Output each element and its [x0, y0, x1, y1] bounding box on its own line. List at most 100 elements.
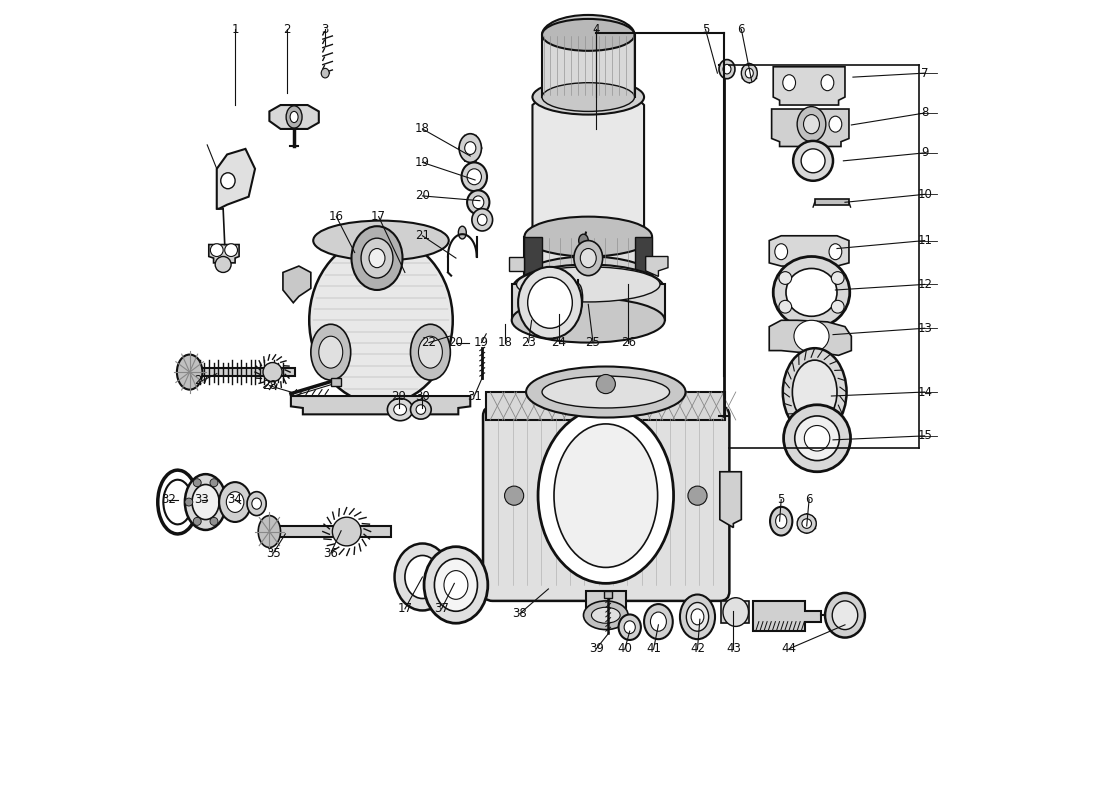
Text: 14: 14 [917, 386, 932, 398]
Text: 8: 8 [921, 106, 928, 119]
Polygon shape [508, 257, 525, 271]
Ellipse shape [723, 64, 732, 74]
Polygon shape [209, 245, 239, 263]
Polygon shape [270, 105, 319, 129]
Ellipse shape [518, 267, 582, 338]
Ellipse shape [833, 601, 858, 630]
Ellipse shape [219, 482, 251, 522]
Ellipse shape [688, 486, 707, 506]
Text: 10: 10 [917, 188, 932, 201]
Ellipse shape [224, 244, 238, 257]
Ellipse shape [542, 19, 635, 51]
Ellipse shape [821, 74, 834, 90]
Text: 13: 13 [917, 322, 932, 334]
Ellipse shape [263, 362, 282, 382]
Polygon shape [586, 591, 626, 615]
Polygon shape [722, 601, 749, 623]
Polygon shape [270, 526, 390, 537]
Text: 2: 2 [283, 22, 290, 36]
Text: 35: 35 [266, 546, 280, 559]
Ellipse shape [680, 594, 715, 639]
Ellipse shape [410, 324, 450, 380]
Ellipse shape [832, 272, 844, 285]
Ellipse shape [798, 514, 816, 533]
Ellipse shape [825, 593, 865, 638]
Ellipse shape [314, 221, 449, 261]
Ellipse shape [542, 82, 635, 111]
Polygon shape [754, 601, 821, 631]
Ellipse shape [592, 607, 620, 623]
Ellipse shape [774, 244, 788, 260]
Text: 34: 34 [228, 493, 242, 506]
Ellipse shape [581, 249, 596, 268]
Text: 12: 12 [917, 278, 932, 291]
Ellipse shape [258, 515, 280, 547]
Ellipse shape [512, 298, 664, 342]
Ellipse shape [583, 601, 628, 630]
Ellipse shape [394, 404, 407, 415]
Polygon shape [769, 320, 851, 355]
Ellipse shape [405, 555, 440, 598]
Text: 27: 27 [194, 374, 209, 387]
Text: 42: 42 [690, 642, 705, 655]
Polygon shape [771, 109, 849, 146]
Ellipse shape [542, 376, 670, 408]
Polygon shape [773, 66, 845, 105]
Ellipse shape [794, 320, 829, 352]
Ellipse shape [574, 241, 603, 276]
Ellipse shape [505, 486, 524, 506]
Text: 5: 5 [702, 22, 710, 36]
Polygon shape [604, 591, 613, 598]
Text: 7: 7 [921, 66, 928, 80]
Polygon shape [542, 35, 635, 97]
Ellipse shape [352, 226, 403, 290]
Ellipse shape [311, 324, 351, 380]
Text: 37: 37 [434, 602, 449, 615]
Ellipse shape [459, 226, 466, 239]
Ellipse shape [779, 272, 792, 285]
Ellipse shape [525, 217, 652, 257]
Ellipse shape [525, 257, 652, 296]
Polygon shape [525, 237, 652, 277]
Text: 20: 20 [415, 190, 430, 202]
Text: 21: 21 [415, 230, 430, 242]
Text: 20: 20 [449, 336, 463, 349]
Text: 19: 19 [415, 156, 430, 169]
Ellipse shape [319, 336, 343, 368]
Polygon shape [646, 257, 668, 277]
Text: 26: 26 [620, 336, 636, 349]
Ellipse shape [332, 517, 361, 546]
Ellipse shape [723, 598, 748, 626]
Ellipse shape [444, 570, 468, 599]
Ellipse shape [526, 366, 685, 418]
Ellipse shape [459, 134, 482, 162]
Ellipse shape [221, 173, 235, 189]
Ellipse shape [554, 424, 658, 567]
Ellipse shape [645, 604, 673, 639]
Ellipse shape [468, 190, 490, 214]
Ellipse shape [746, 68, 754, 78]
Ellipse shape [803, 114, 820, 134]
Ellipse shape [472, 209, 493, 231]
Ellipse shape [185, 474, 227, 530]
Ellipse shape [779, 300, 792, 313]
Ellipse shape [786, 269, 837, 316]
FancyBboxPatch shape [483, 406, 729, 601]
Polygon shape [331, 378, 341, 386]
Polygon shape [283, 266, 311, 302]
Ellipse shape [210, 478, 218, 486]
Ellipse shape [528, 278, 572, 328]
Text: 43: 43 [726, 642, 740, 655]
Ellipse shape [227, 492, 244, 513]
Ellipse shape [290, 111, 298, 122]
Text: 5: 5 [778, 493, 785, 506]
Ellipse shape [798, 106, 826, 142]
Text: 28: 28 [262, 379, 277, 392]
Ellipse shape [596, 374, 615, 394]
Ellipse shape [462, 162, 487, 191]
Ellipse shape [538, 408, 673, 583]
Ellipse shape [252, 498, 262, 510]
Ellipse shape [517, 267, 660, 302]
Text: 15: 15 [917, 430, 932, 442]
Text: 33: 33 [195, 493, 209, 506]
